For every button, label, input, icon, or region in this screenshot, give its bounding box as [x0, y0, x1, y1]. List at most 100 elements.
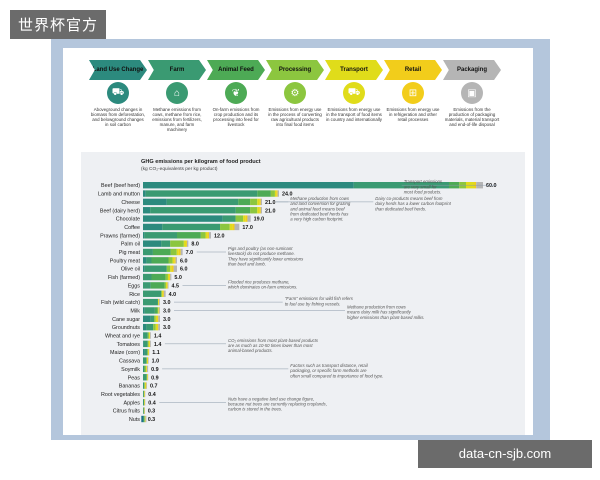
bar-segment — [222, 215, 236, 222]
bar-segment — [143, 357, 147, 364]
bar-segment — [155, 315, 158, 322]
stage-description: Emissions from the production of packagi… — [444, 107, 500, 127]
stage-description: Methane emissions from cows, methane fro… — [152, 107, 202, 132]
bar-segment — [143, 182, 354, 189]
category-label: Maize (corn) — [110, 350, 140, 356]
bar-segment — [143, 307, 145, 314]
bar-segment — [276, 190, 278, 197]
bar-segment — [158, 315, 160, 322]
bar-segment — [148, 340, 150, 348]
basket-icon: ⊞ — [402, 82, 424, 104]
annotation-text: higher emissions than plant-based milks. — [347, 315, 425, 320]
bar-segment — [158, 323, 160, 331]
truck-icon: ⛟ — [343, 82, 365, 104]
category-label: Cassava — [119, 359, 140, 365]
category-label: Bananas — [119, 384, 141, 390]
bar-segment — [180, 248, 183, 256]
bar-value-label: 1.4 — [154, 334, 162, 340]
category-label: Rice — [129, 292, 140, 298]
bar-segment — [205, 232, 208, 239]
bar-segment — [150, 282, 165, 289]
bar-value-label: 4.5 — [172, 283, 180, 289]
bar-segment — [250, 207, 258, 214]
stage-description: On-farm emissions from crop production a… — [212, 107, 260, 127]
bar-segment — [257, 198, 260, 206]
bar-segment — [143, 215, 223, 222]
chart-title: GHG emissions per kilogram of food produ… — [141, 159, 261, 165]
annotation-text: Pigs and poultry (as non-ruminant — [228, 246, 293, 251]
bar-value-label: 0.3 — [148, 417, 156, 423]
bar-segment — [260, 198, 262, 206]
category-label: Cheese — [121, 200, 140, 206]
bar-segment — [143, 374, 147, 381]
bar-segment — [147, 349, 148, 356]
bar-segment — [150, 207, 236, 214]
watermark-top-left: 世界杯官方 — [10, 10, 107, 39]
bar-value-label: 6.0 — [180, 258, 188, 264]
category-label: Nuts — [129, 417, 140, 423]
category-label: Wheat and rye — [105, 334, 140, 340]
bar-segment — [143, 415, 145, 423]
category-label: Chocolate — [116, 217, 140, 223]
bar-segment — [277, 190, 279, 197]
bar-segment — [150, 332, 151, 339]
bar-value-label: 3.0 — [163, 308, 171, 314]
bar-value-label: 0.9 — [151, 367, 159, 373]
bar-segment — [208, 232, 211, 239]
bar-segment — [147, 349, 149, 356]
bar-value-label: 24.0 — [282, 192, 293, 198]
annotation-text: dairy herds has a lower carbon footprint — [375, 201, 451, 206]
annotation-text: packaging, or specific farm methods are — [289, 368, 367, 373]
bar-segment — [143, 273, 152, 281]
bar-segment — [158, 307, 160, 314]
stage-label: Animal Feed — [207, 60, 265, 80]
bar-segment — [169, 273, 171, 281]
annotation-text: CO₂ emissions from most plant-based prod… — [228, 338, 319, 343]
stage-label: Transport — [325, 60, 383, 80]
stage-description: Emissions from energy use in refrigerati… — [386, 107, 440, 122]
bar-segment — [143, 290, 162, 297]
category-label: Fish (wild catch) — [101, 300, 140, 306]
bar-segment — [178, 248, 181, 256]
stage-label: Packaging — [443, 60, 501, 80]
bar-segment — [259, 207, 261, 214]
bar-segment — [145, 190, 258, 197]
bar-segment — [143, 407, 144, 414]
bar-segment — [144, 365, 147, 373]
bar-value-label: 0.4 — [148, 392, 156, 398]
annotation-text: means dairy milk has significantly — [347, 310, 412, 315]
tractor-icon: ⛟ — [107, 82, 129, 104]
bar-segment — [174, 257, 176, 264]
infographic-card: Land Use Change ⛟ Aboveground changes in b… — [63, 48, 533, 435]
bar-segment — [245, 215, 248, 222]
bar-segment — [151, 273, 166, 281]
bar-segment — [154, 315, 156, 322]
stage-label: Processing — [266, 60, 324, 80]
annotation-text: Methane production from cows — [347, 304, 407, 309]
bar-value-label: 19.0 — [254, 217, 264, 223]
bar-value-label: 12.0 — [214, 233, 225, 239]
bar-value-label: 8.0 — [191, 242, 199, 248]
bar-segment — [176, 248, 179, 256]
stage-label: Farm — [148, 60, 206, 80]
stage-label: Land Use Change — [89, 60, 147, 80]
stage-farm: Farm ⌂ Methane emissions from cows, methan… — [147, 60, 207, 132]
bar-segment — [147, 365, 149, 373]
bar-segment — [167, 273, 170, 281]
bar-segment — [172, 257, 175, 264]
bar-segment — [143, 315, 151, 322]
annotation-text: animal-based products. — [228, 348, 273, 353]
bar-value-label: 6.0 — [180, 267, 188, 273]
bar-segment — [207, 232, 209, 239]
bar-segment — [146, 257, 152, 264]
bar-segment — [146, 357, 147, 364]
bar-segment — [163, 290, 166, 297]
category-label: Pig meat — [119, 250, 141, 256]
bar-segment — [170, 265, 172, 272]
bar-segment — [158, 298, 160, 306]
bar-segment — [232, 223, 235, 231]
bar-segment — [274, 190, 277, 197]
bar-segment — [157, 323, 159, 331]
bar-segment — [144, 232, 177, 239]
bar-value-label: 3.0 — [163, 300, 171, 306]
